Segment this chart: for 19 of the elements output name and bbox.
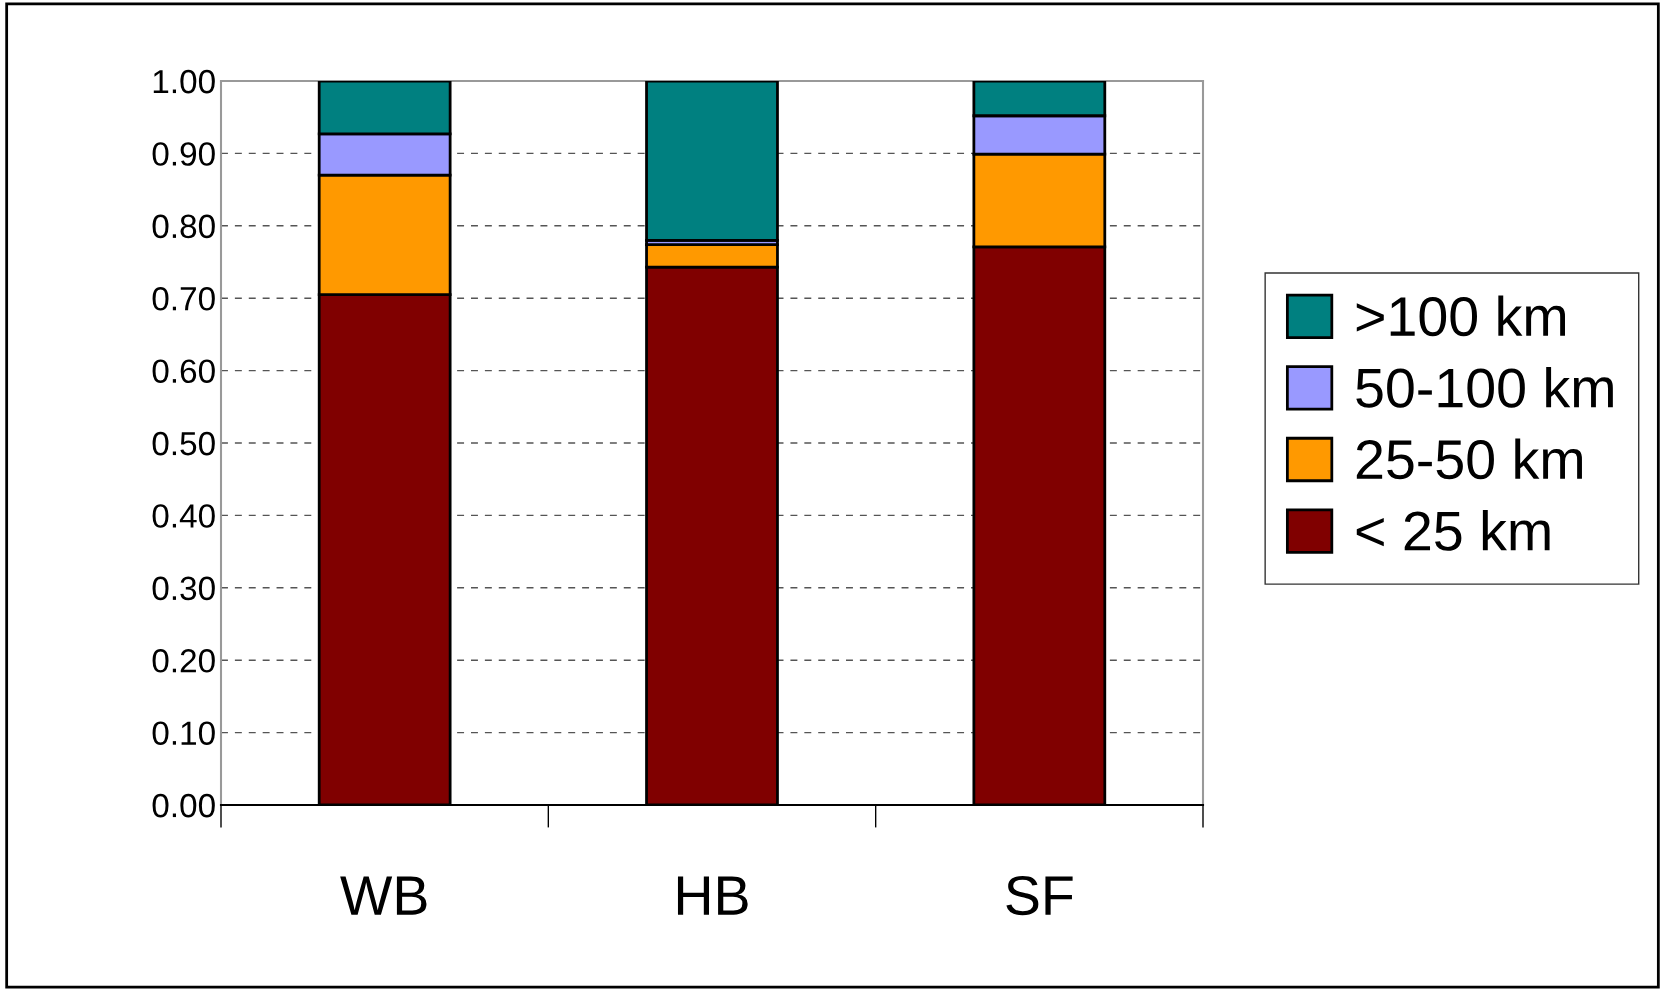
y-tick-label: 0.80	[152, 214, 215, 239]
legend-label: < 25 km	[1356, 510, 1550, 551]
x-tick-label: SF	[1006, 875, 1073, 916]
y-tick-label: 0.60	[152, 359, 215, 384]
bar	[645, 81, 779, 242]
y-tick-label: 0.90	[152, 142, 215, 166]
y-tick-label: 0.00	[152, 793, 215, 818]
x-tick-label: HB	[677, 876, 748, 915]
y-tick-label: 0.50	[152, 431, 215, 456]
y-tick-label: 0.10	[152, 721, 215, 746]
legend-label: >100 km	[1356, 295, 1565, 337]
x-tick-label: WB	[340, 876, 427, 915]
y-tick-label: 0.30	[152, 576, 215, 601]
legend-label: 50-100 km	[1356, 367, 1613, 408]
legend-label: 25-50 km	[1356, 438, 1582, 480]
y-tick-label: 0.40	[152, 504, 215, 528]
y-tick-label: 1.00	[153, 69, 215, 94]
y-tick-label: 0.70	[152, 287, 215, 311]
y-tick-label: 0.20	[152, 649, 215, 673]
